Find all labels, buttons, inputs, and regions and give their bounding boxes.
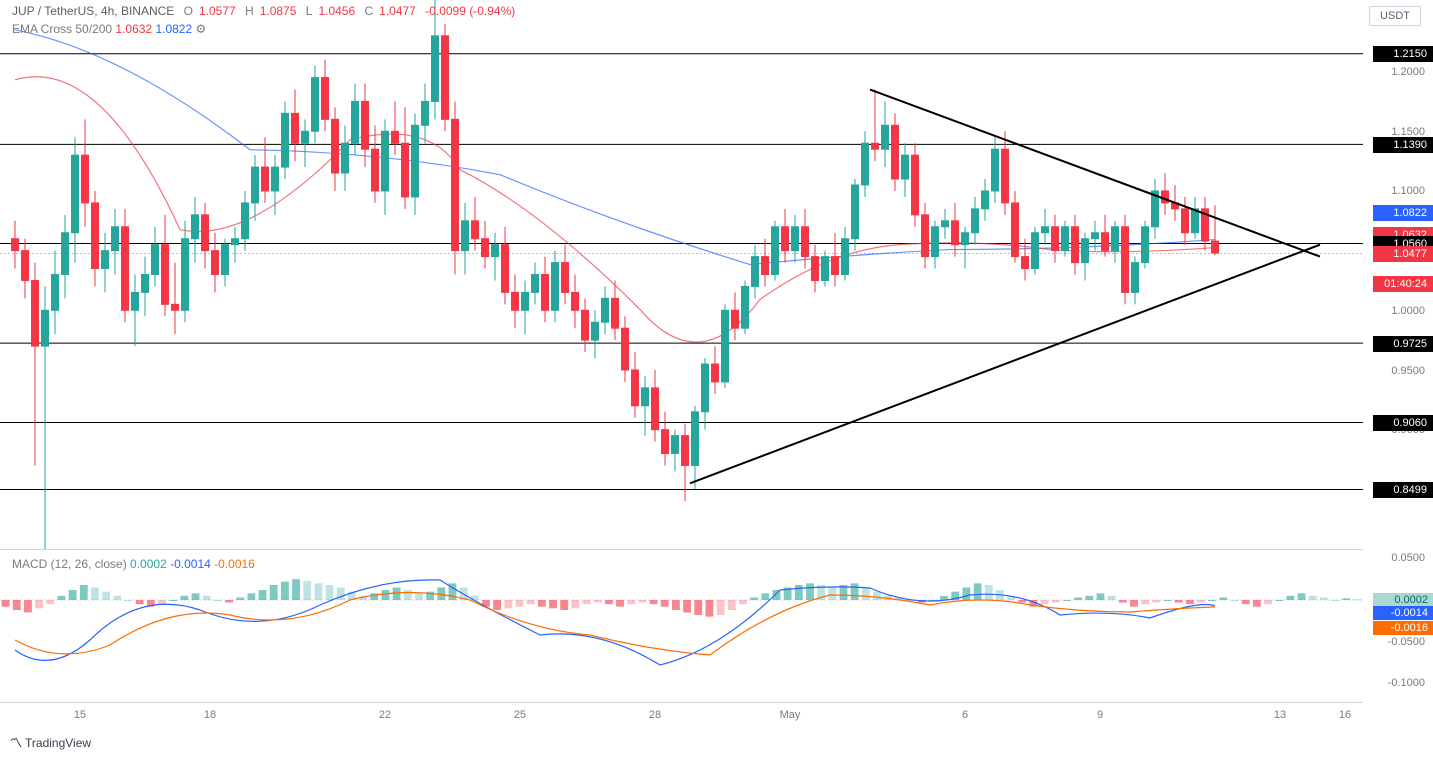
ema50-value: 1.0632	[115, 22, 152, 36]
ohlc-l: 1.0456	[318, 4, 355, 18]
time-tick: 16	[1339, 709, 1351, 721]
price-tick: 1.0000	[1391, 305, 1425, 317]
time-tick: 28	[649, 709, 661, 721]
ohlc-h: 1.0875	[260, 4, 297, 18]
time-tick: 22	[379, 709, 391, 721]
price-level-label: 1.2150	[1373, 46, 1433, 62]
price-level-label: 0.9060	[1373, 415, 1433, 431]
ohlc-o-label: O	[184, 4, 193, 18]
ema-name: EMA Cross 50/200	[12, 22, 112, 36]
macd-axis[interactable]: 0.0500-0.0500-0.10000.0002-0.0014-0.0016	[1363, 550, 1433, 700]
price-level-label: 1.0822	[1373, 205, 1433, 221]
price-level-label: 0.9725	[1373, 336, 1433, 352]
macd-svg	[0, 550, 1363, 700]
price-level-label: 1.1390	[1373, 137, 1433, 153]
symbol-label[interactable]: JUP / TetherUS, 4h, BINANCE	[12, 4, 174, 18]
ohlc-l-label: L	[306, 4, 313, 18]
macd-tick: -0.1000	[1388, 677, 1425, 689]
macd-tick: -0.0500	[1388, 636, 1425, 648]
macd-pane[interactable]	[0, 550, 1363, 700]
indicator-settings-icon[interactable]: ⚙	[196, 22, 207, 36]
time-tick: May	[780, 709, 801, 721]
time-tick: 15	[74, 709, 86, 721]
price-chart-svg	[0, 0, 1363, 549]
macd-value-label: -0.0016	[1373, 621, 1433, 635]
ema200-value: 1.0822	[155, 22, 192, 36]
currency-button[interactable]: USDT	[1369, 6, 1421, 26]
chart-header: JUP / TetherUS, 4h, BINANCE O 1.0577 H 1.0…	[12, 4, 521, 18]
price-level-label: 1.0477	[1373, 246, 1433, 262]
time-tick: 6	[962, 709, 968, 721]
change-value: -0.0099 (-0.94%)	[425, 4, 515, 18]
countdown-label: 01:40:24	[1373, 276, 1433, 292]
macd-tick: 0.0500	[1391, 552, 1425, 564]
chart-container: JUP / TetherUS, 4h, BINANCE O 1.0577 H 1.0…	[0, 0, 1433, 757]
macd-value-label: -0.0014	[1373, 606, 1433, 620]
attribution-text: TradingView	[25, 736, 91, 750]
time-axis[interactable]: 15 18 22 25 28 May 6 9 13 16	[0, 702, 1363, 727]
price-tick: 1.1000	[1391, 185, 1425, 197]
macd-signal-value: -0.0016	[214, 557, 255, 571]
price-tick: 1.2000	[1391, 66, 1425, 78]
ohlc-c: 1.0477	[379, 4, 416, 18]
macd-indicator-label[interactable]: MACD (12, 26, close) 0.0002 -0.0014 -0.0…	[12, 557, 255, 571]
time-tick: 18	[204, 709, 216, 721]
ohlc-c-label: C	[364, 4, 373, 18]
ohlc-h-label: H	[245, 4, 254, 18]
time-tick: 9	[1097, 709, 1103, 721]
time-tick: 25	[514, 709, 526, 721]
price-axis[interactable]: 1.20001.15001.10001.05001.00000.95000.90…	[1363, 0, 1433, 550]
macd-hist-value: 0.0002	[130, 557, 167, 571]
macd-name: MACD (12, 26, close)	[12, 557, 127, 571]
price-tick: 0.9500	[1391, 365, 1425, 377]
price-chart-pane[interactable]	[0, 0, 1363, 550]
ema-indicator-label[interactable]: EMA Cross 50/200 1.0632 1.0822 ⚙	[12, 22, 206, 36]
ohlc-o: 1.0577	[199, 4, 236, 18]
tradingview-logo-icon: 〽	[10, 736, 21, 750]
price-level-label: 0.8499	[1373, 482, 1433, 498]
attribution[interactable]: 〽 TradingView	[10, 734, 91, 751]
time-tick: 13	[1274, 709, 1286, 721]
macd-line-value: -0.0014	[170, 557, 211, 571]
